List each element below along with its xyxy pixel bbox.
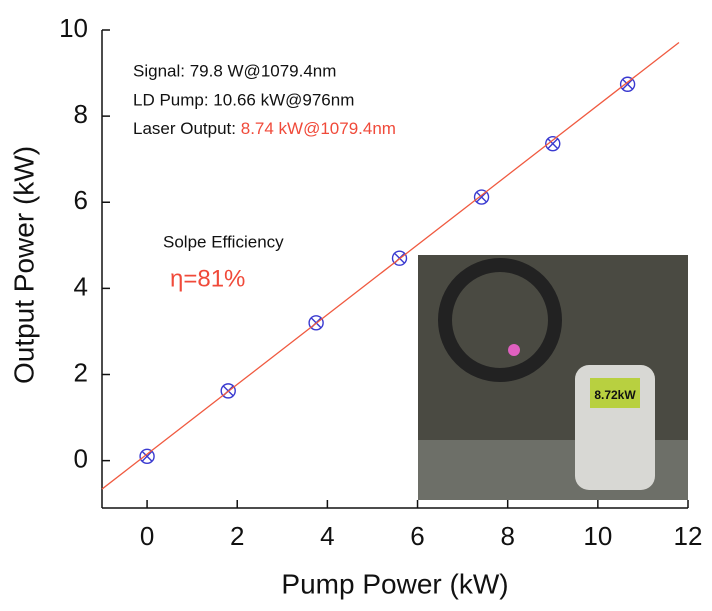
y-tick-label: 8: [74, 99, 88, 129]
y-tick-label: 0: [74, 444, 88, 474]
photo-display-text: 8.72kW: [594, 388, 636, 402]
data-point: [473, 189, 490, 205]
photo-glow: [508, 344, 520, 356]
x-tick-label: 8: [500, 521, 514, 551]
photo-screen: [590, 378, 640, 408]
annotation: LD Pump: 10.66 kW@976nm: [133, 90, 354, 109]
y-tick-label: 6: [74, 185, 88, 215]
annotation: η=81%: [170, 265, 245, 292]
annotation: Signal: 79.8 W@1079.4nm: [133, 61, 336, 80]
data-point: [545, 135, 561, 152]
x-tick-label: 2: [230, 521, 244, 551]
x-tick-label: 10: [583, 521, 612, 551]
annotation: Solpe Efficiency: [163, 232, 284, 251]
photo-inset: 8.72kW: [418, 255, 688, 500]
data-point: [139, 448, 155, 465]
annotation: Laser Output: 8.74 kW@1079.4nm: [133, 119, 396, 138]
photo-ring: [438, 258, 562, 382]
x-tick-label: 4: [320, 521, 334, 551]
x-tick-label: 0: [140, 521, 154, 551]
data-point: [619, 76, 636, 92]
annotation-label: Laser Output:: [133, 119, 241, 138]
x-tick-label: 12: [674, 521, 703, 551]
y-tick-label: 10: [59, 13, 88, 43]
fit-line: [101, 41, 680, 490]
annotation-value: 8.74 kW@1079.4nm: [241, 119, 396, 138]
y-tick-label: 4: [74, 271, 88, 301]
y-axis-title: Output Power (kW): [8, 146, 39, 384]
x-axis-title: Pump Power (kW): [281, 568, 508, 599]
y-tick-label: 2: [74, 357, 88, 387]
x-tick-label: 6: [410, 521, 424, 551]
